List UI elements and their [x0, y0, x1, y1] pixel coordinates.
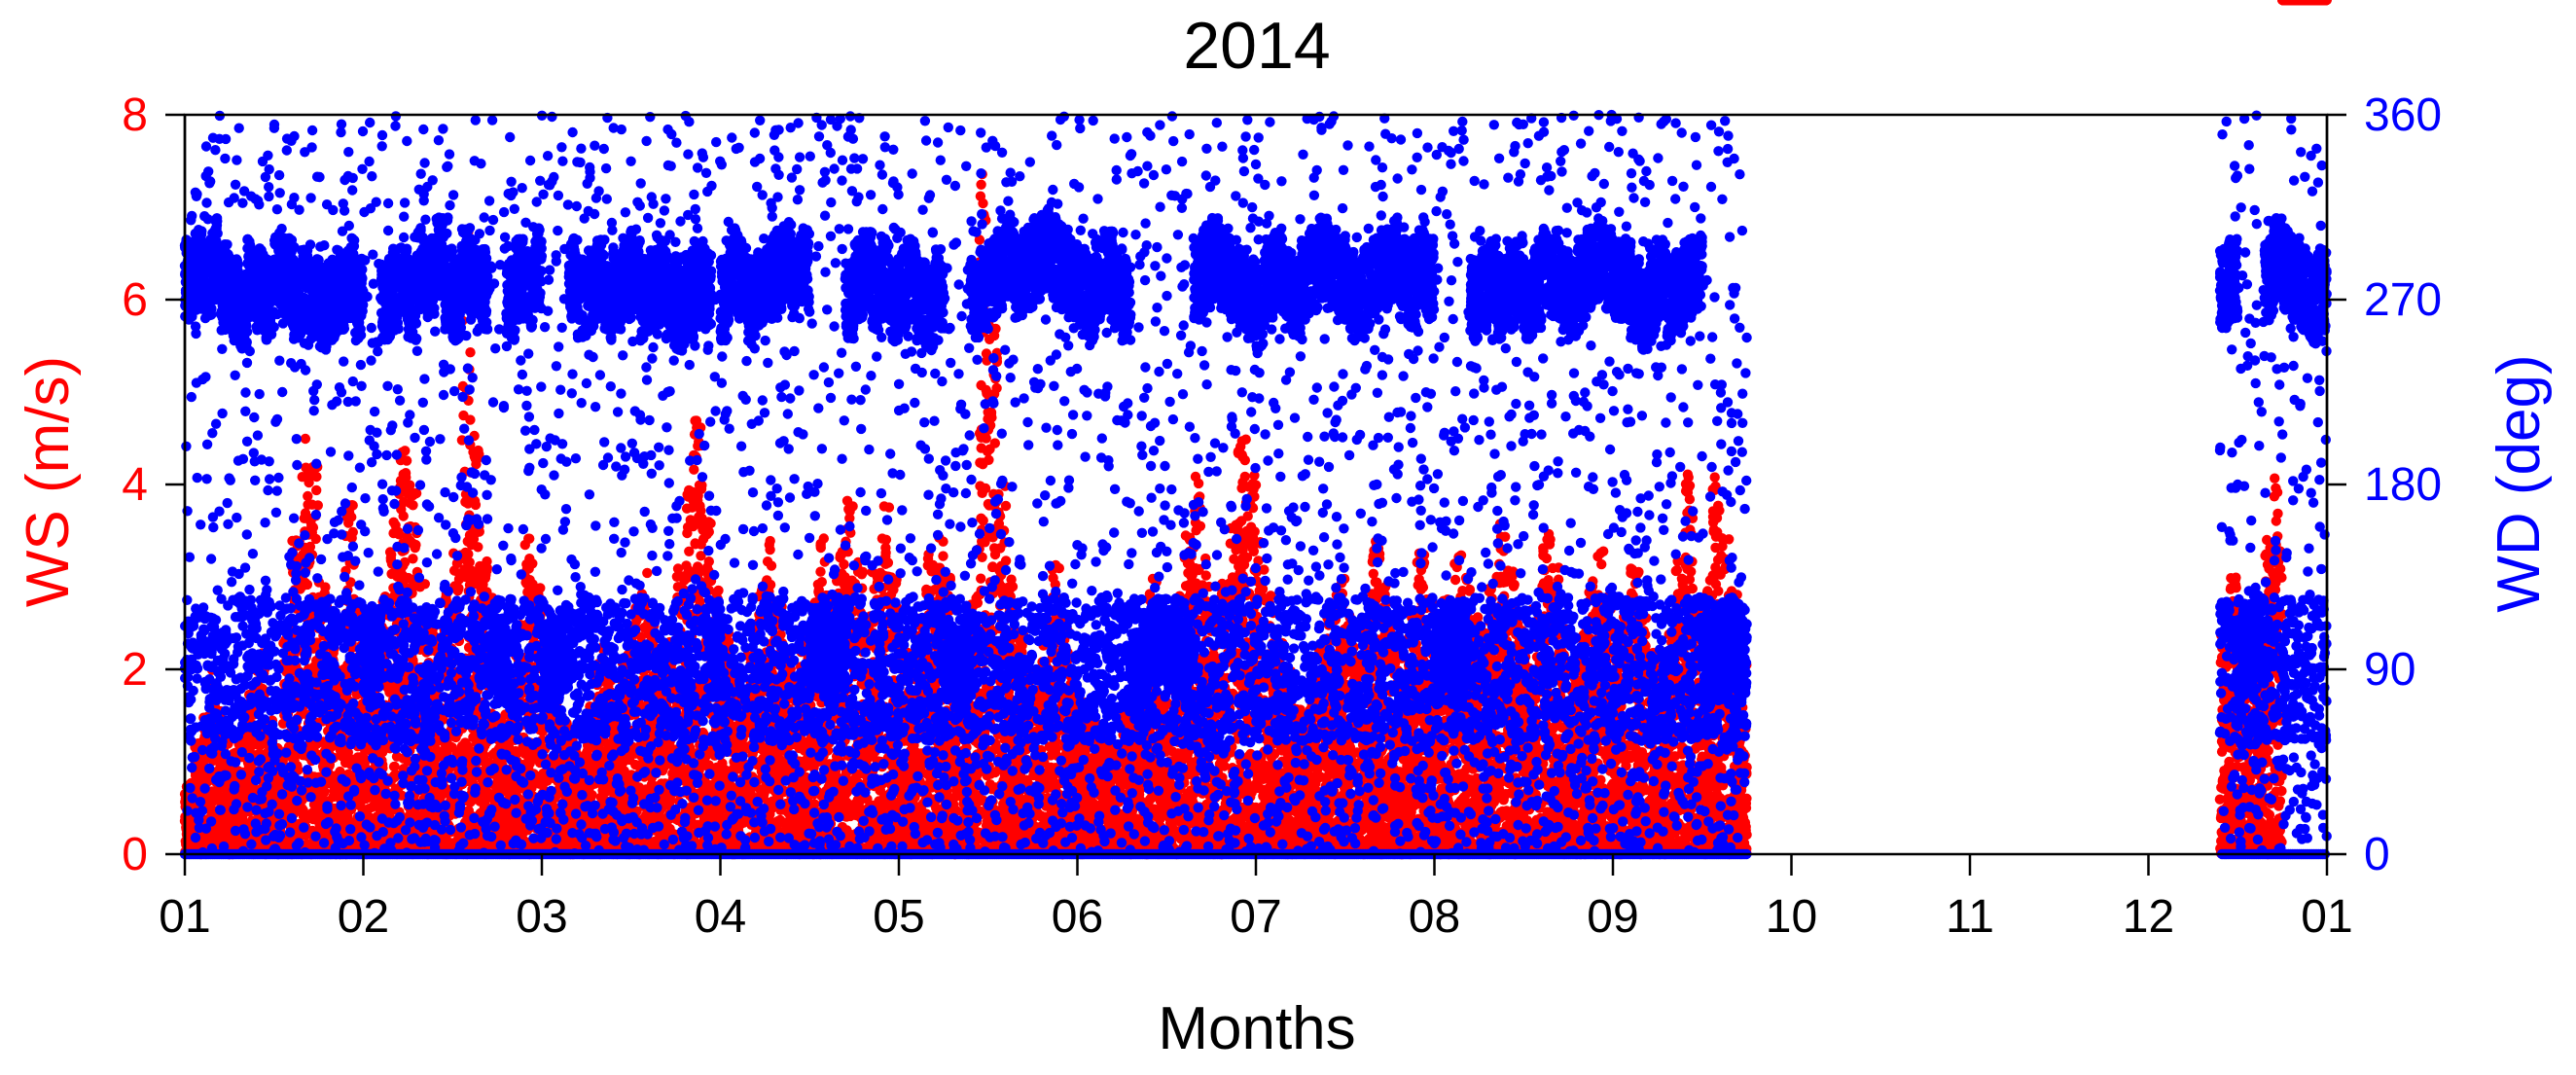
- ws-point: [587, 790, 597, 801]
- ws-point: [300, 433, 311, 445]
- ws-point: [464, 556, 475, 568]
- ws-point: [456, 740, 468, 752]
- ws-point: [311, 471, 322, 483]
- plot-area: [179, 0, 2332, 860]
- ws-point: [519, 539, 530, 551]
- ws-point: [642, 567, 653, 579]
- ws-point: [340, 752, 351, 763]
- ws-point: [439, 745, 449, 756]
- ws-point: [403, 572, 413, 584]
- ws-point: [206, 793, 218, 805]
- ws-point: [414, 581, 425, 591]
- ws-point: [465, 347, 476, 358]
- ws-point: [306, 520, 317, 531]
- ws-point: [376, 800, 387, 810]
- ws-point: [207, 755, 218, 767]
- ws-point: [346, 532, 357, 544]
- ws-point: [469, 573, 481, 584]
- chart-title: 2014: [1183, 9, 1330, 83]
- ws-point: [482, 555, 492, 567]
- ws-point: [448, 565, 460, 576]
- ws-point: [393, 526, 404, 538]
- ws-point: [453, 583, 464, 593]
- ws-point: [502, 778, 513, 789]
- ws-point: [458, 410, 469, 421]
- ws-point: [405, 497, 415, 509]
- ws-point: [470, 450, 481, 462]
- ws-point: [340, 810, 351, 821]
- ws-point: [311, 484, 322, 496]
- ws-point: [475, 796, 485, 806]
- ws-point: [523, 560, 534, 572]
- ws-point: [306, 499, 317, 510]
- ws-point: [501, 827, 512, 839]
- ws-point: [405, 480, 415, 490]
- ws-point: [358, 753, 370, 764]
- ws-point: [408, 554, 418, 564]
